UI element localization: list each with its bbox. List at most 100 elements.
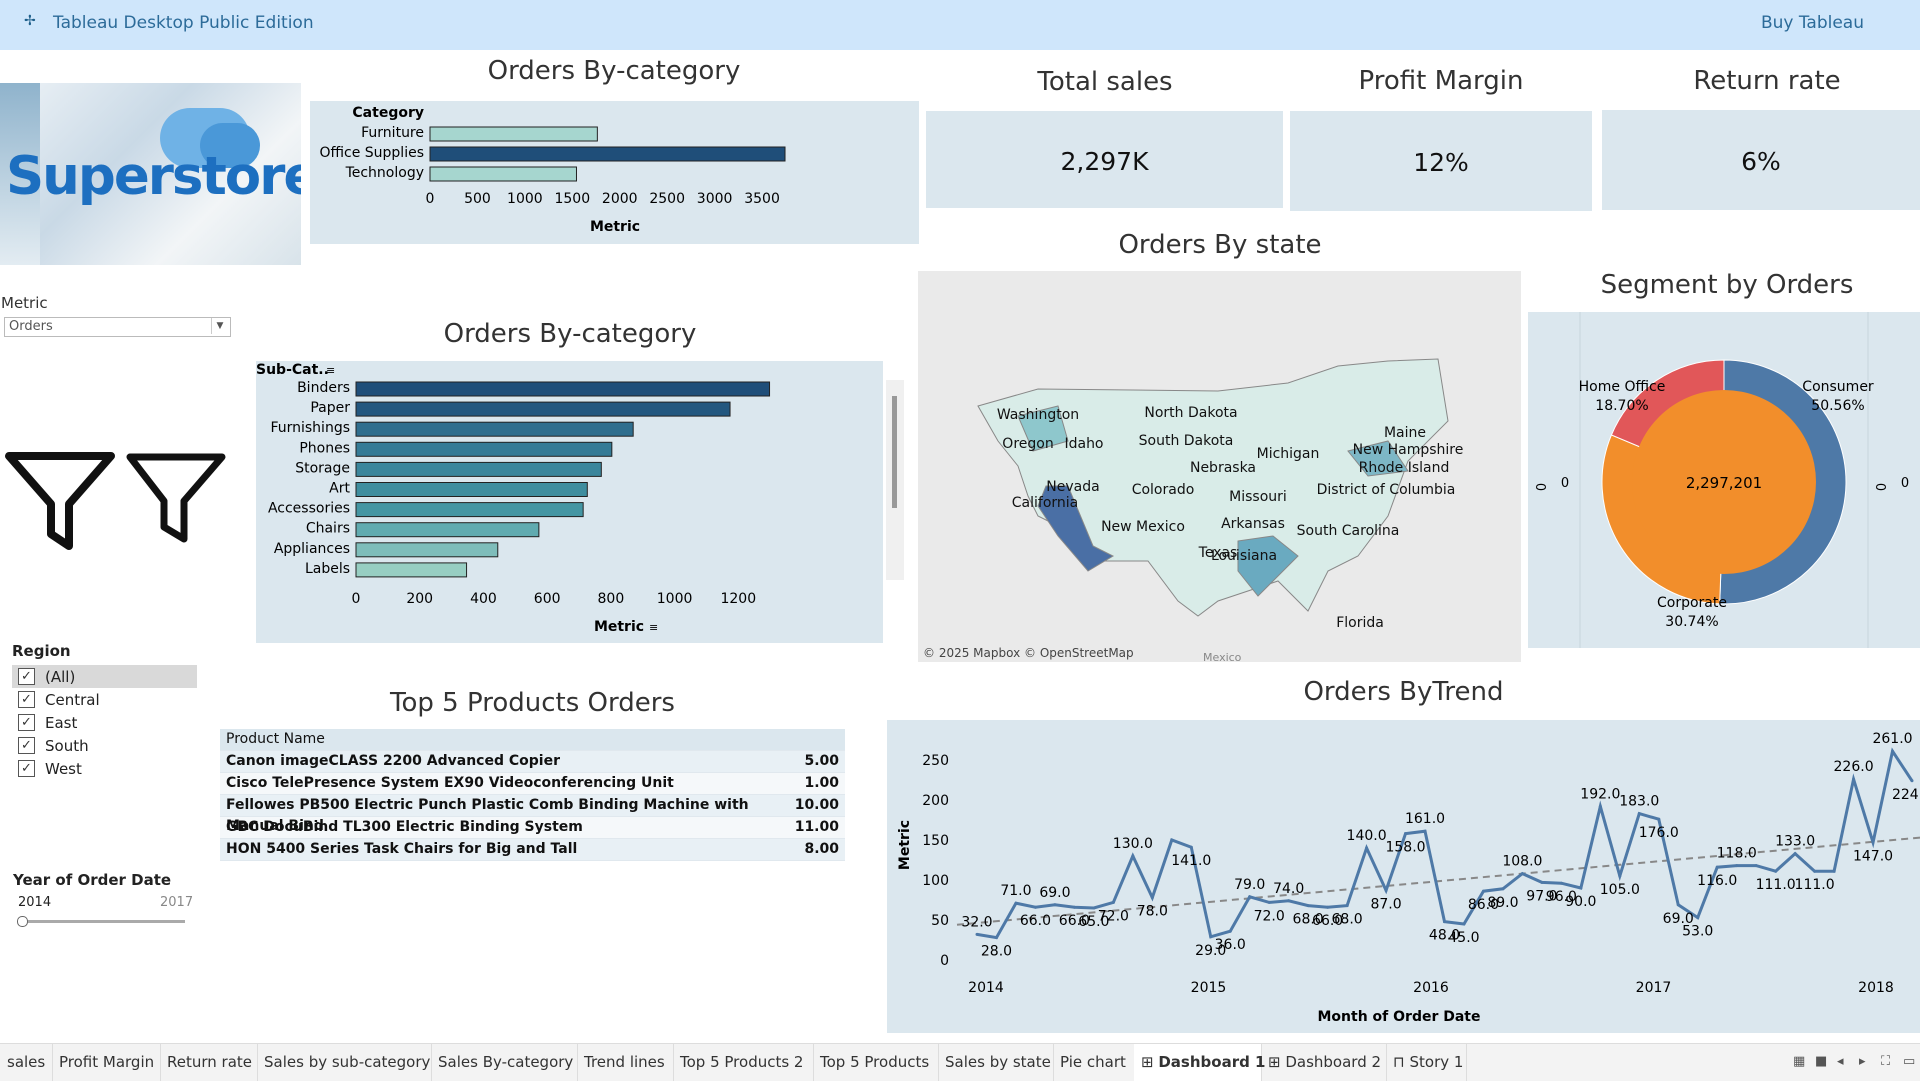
table-row[interactable]: Canon imageCLASS 2200 Advanced Copier 5.0…	[220, 751, 845, 773]
data-point	[1676, 903, 1680, 907]
buy-tableau-link[interactable]: Buy Tableau	[1760, 13, 1864, 33]
region-option-label: South	[45, 736, 89, 755]
story-icon: ⊓	[1393, 1053, 1410, 1071]
product-orders-cell: 1.00	[804, 775, 839, 791]
data-point	[1813, 869, 1817, 873]
scrollbar-thumb[interactable]	[892, 396, 897, 508]
subcategory-scrollbar[interactable]	[886, 380, 904, 580]
dashboard-icon: ⊞	[1268, 1053, 1286, 1071]
x-tick-label: 600	[534, 591, 561, 607]
sheet-tab-sales-by-state[interactable]: Sales by state	[938, 1044, 1054, 1081]
sheet-tab-label: Sales By-category	[438, 1053, 574, 1071]
metric-dropdown[interactable]: Orders ▼	[4, 317, 231, 337]
table-header: Product Name	[220, 729, 845, 751]
data-point	[1832, 869, 1836, 873]
product-name-header: Product Name	[226, 731, 325, 747]
sheet-tab-sales[interactable]: sales	[0, 1044, 53, 1081]
y-tick-label: 100	[922, 873, 949, 889]
category-bar	[429, 146, 786, 162]
region-option-south[interactable]: ✓ South	[12, 734, 197, 757]
data-label: 69.0	[1663, 911, 1694, 927]
grid-view-icon[interactable]: ▦	[1793, 1054, 1806, 1069]
total-sales-kpi: 2,297K	[926, 111, 1283, 208]
presentation-icon[interactable]: ▭	[1903, 1054, 1916, 1069]
filter-funnel-icon[interactable]	[5, 452, 115, 554]
filter-funnel-icon-2[interactable]	[126, 453, 226, 549]
map-spacer	[918, 271, 1521, 279]
table-row[interactable]: GBC DocuBind TL300 Electric Binding Syst…	[220, 817, 845, 839]
x-tick-label: 2016	[1413, 980, 1449, 996]
data-label: 141.0	[1171, 853, 1211, 869]
x-axis-label: Metric	[594, 619, 644, 635]
sheet-tab-profit-margin[interactable]: Profit Margin	[52, 1044, 161, 1081]
data-label: 36.0	[1215, 937, 1246, 953]
category-label: Furniture	[361, 125, 424, 141]
sheet-tab-dashboard-2[interactable]: ⊞ Dashboard 2	[1261, 1044, 1387, 1081]
checkbox-icon[interactable]: ✓	[18, 691, 35, 708]
segment-donut-chart: 2,297,201 Consumer 50.56% Corporate 30.74% Ho…	[1528, 312, 1920, 648]
prev-sheet-icon[interactable]: ◂	[1837, 1054, 1844, 1069]
sheet-tab-top-5-products-2[interactable]: Top 5 Products 2	[673, 1044, 814, 1081]
return-rate-title: Return rate	[1693, 66, 1841, 96]
data-label: 74.0	[1273, 881, 1304, 897]
axis-zero-label: 0	[1875, 483, 1890, 491]
y-tick-label: 150	[922, 833, 949, 849]
category-label: Office Supplies	[319, 145, 424, 161]
sheet-tab-top-5-products[interactable]: Top 5 Products	[813, 1044, 939, 1081]
next-sheet-icon[interactable]: ▸	[1859, 1054, 1866, 1069]
state-label: California	[1012, 495, 1078, 511]
product-name-cell: HON 5400 Series Task Chairs for Big and …	[226, 841, 578, 857]
sheet-tab-pie-chart[interactable]: Pie chart	[1053, 1044, 1135, 1081]
top5-products-table: Product Name Canon imageCLASS 2200 Advan…	[220, 729, 845, 861]
checkbox-icon[interactable]: ✓	[18, 737, 35, 754]
data-label: 71.0	[1000, 883, 1031, 899]
region-option-label: West	[45, 759, 82, 778]
sheet-tab-trend-lines[interactable]: Trend lines	[577, 1044, 674, 1081]
data-point	[975, 932, 979, 936]
sheet-tab-sales-by-sub-category[interactable]: Sales by sub-category	[257, 1044, 432, 1081]
sheet-tab-dashboard-1[interactable]: ⊞ Dashboard 1	[1134, 1044, 1265, 1081]
california-region	[1037, 485, 1115, 572]
data-point	[1053, 903, 1057, 907]
axis-zero-label: 0	[1901, 476, 1909, 491]
table-row[interactable]: Cisco TelePresence System EX90 Videoconf…	[220, 773, 845, 795]
data-point	[1306, 904, 1310, 908]
chevron-down-icon[interactable]: ▼	[211, 318, 228, 334]
checkbox-icon[interactable]: ✓	[18, 714, 35, 731]
year-slider-handle[interactable]	[17, 916, 28, 927]
sheet-tab-return-rate[interactable]: Return rate	[160, 1044, 258, 1081]
x-axis-label: Metric	[590, 219, 640, 235]
data-point	[1754, 864, 1758, 868]
data-point	[1598, 804, 1602, 808]
region-option-central[interactable]: ✓ Central	[12, 688, 197, 711]
fullscreen-icon[interactable]: ⛶	[1881, 1054, 1891, 1069]
data-label: 48.0	[1429, 928, 1460, 944]
year-slider-track[interactable]	[20, 920, 185, 923]
filmstrip-icon[interactable]: ■	[1815, 1054, 1828, 1069]
checkbox-icon[interactable]: ✓	[18, 760, 35, 777]
y-tick-label: 200	[922, 793, 949, 809]
region-option-all[interactable]: ✓ (All)	[12, 665, 197, 688]
donut-svg: 2,297,201 Consumer 50.56% Corporate 30.74% Ho…	[1535, 312, 1909, 648]
data-point	[1735, 864, 1739, 868]
data-point	[1715, 865, 1719, 869]
x-tick-label: 2015	[1191, 980, 1227, 996]
checkbox-icon[interactable]: ✓	[18, 668, 35, 685]
state-label: District of Columbia	[1317, 482, 1456, 498]
sheet-tab-label: Profit Margin	[59, 1053, 155, 1071]
data-point	[1793, 852, 1797, 856]
x-tick-label: 200	[406, 591, 433, 607]
orders-by-state-map[interactable]: Washington Oregon Idaho North Dakota South D…	[918, 271, 1521, 662]
data-point	[1345, 904, 1349, 908]
product-orders-cell: 11.00	[794, 819, 839, 835]
state-label: Arkansas	[1221, 516, 1285, 532]
table-row[interactable]: Fellowes PB500 Electric Punch Plastic Co…	[220, 795, 845, 834]
x-tick-label: 2500	[649, 191, 685, 207]
sheet-tab-sales-by-category[interactable]: Sales By-category	[431, 1044, 578, 1081]
region-option-east[interactable]: ✓ East	[12, 711, 197, 734]
table-row[interactable]: HON 5400 Series Task Chairs for Big and …	[220, 839, 845, 861]
region-option-west[interactable]: ✓ West	[12, 757, 197, 780]
year-slider-min: 2014	[18, 895, 52, 910]
sheet-tab-story-1[interactable]: ⊓ Story 1	[1386, 1044, 1467, 1081]
data-point	[1014, 901, 1018, 905]
